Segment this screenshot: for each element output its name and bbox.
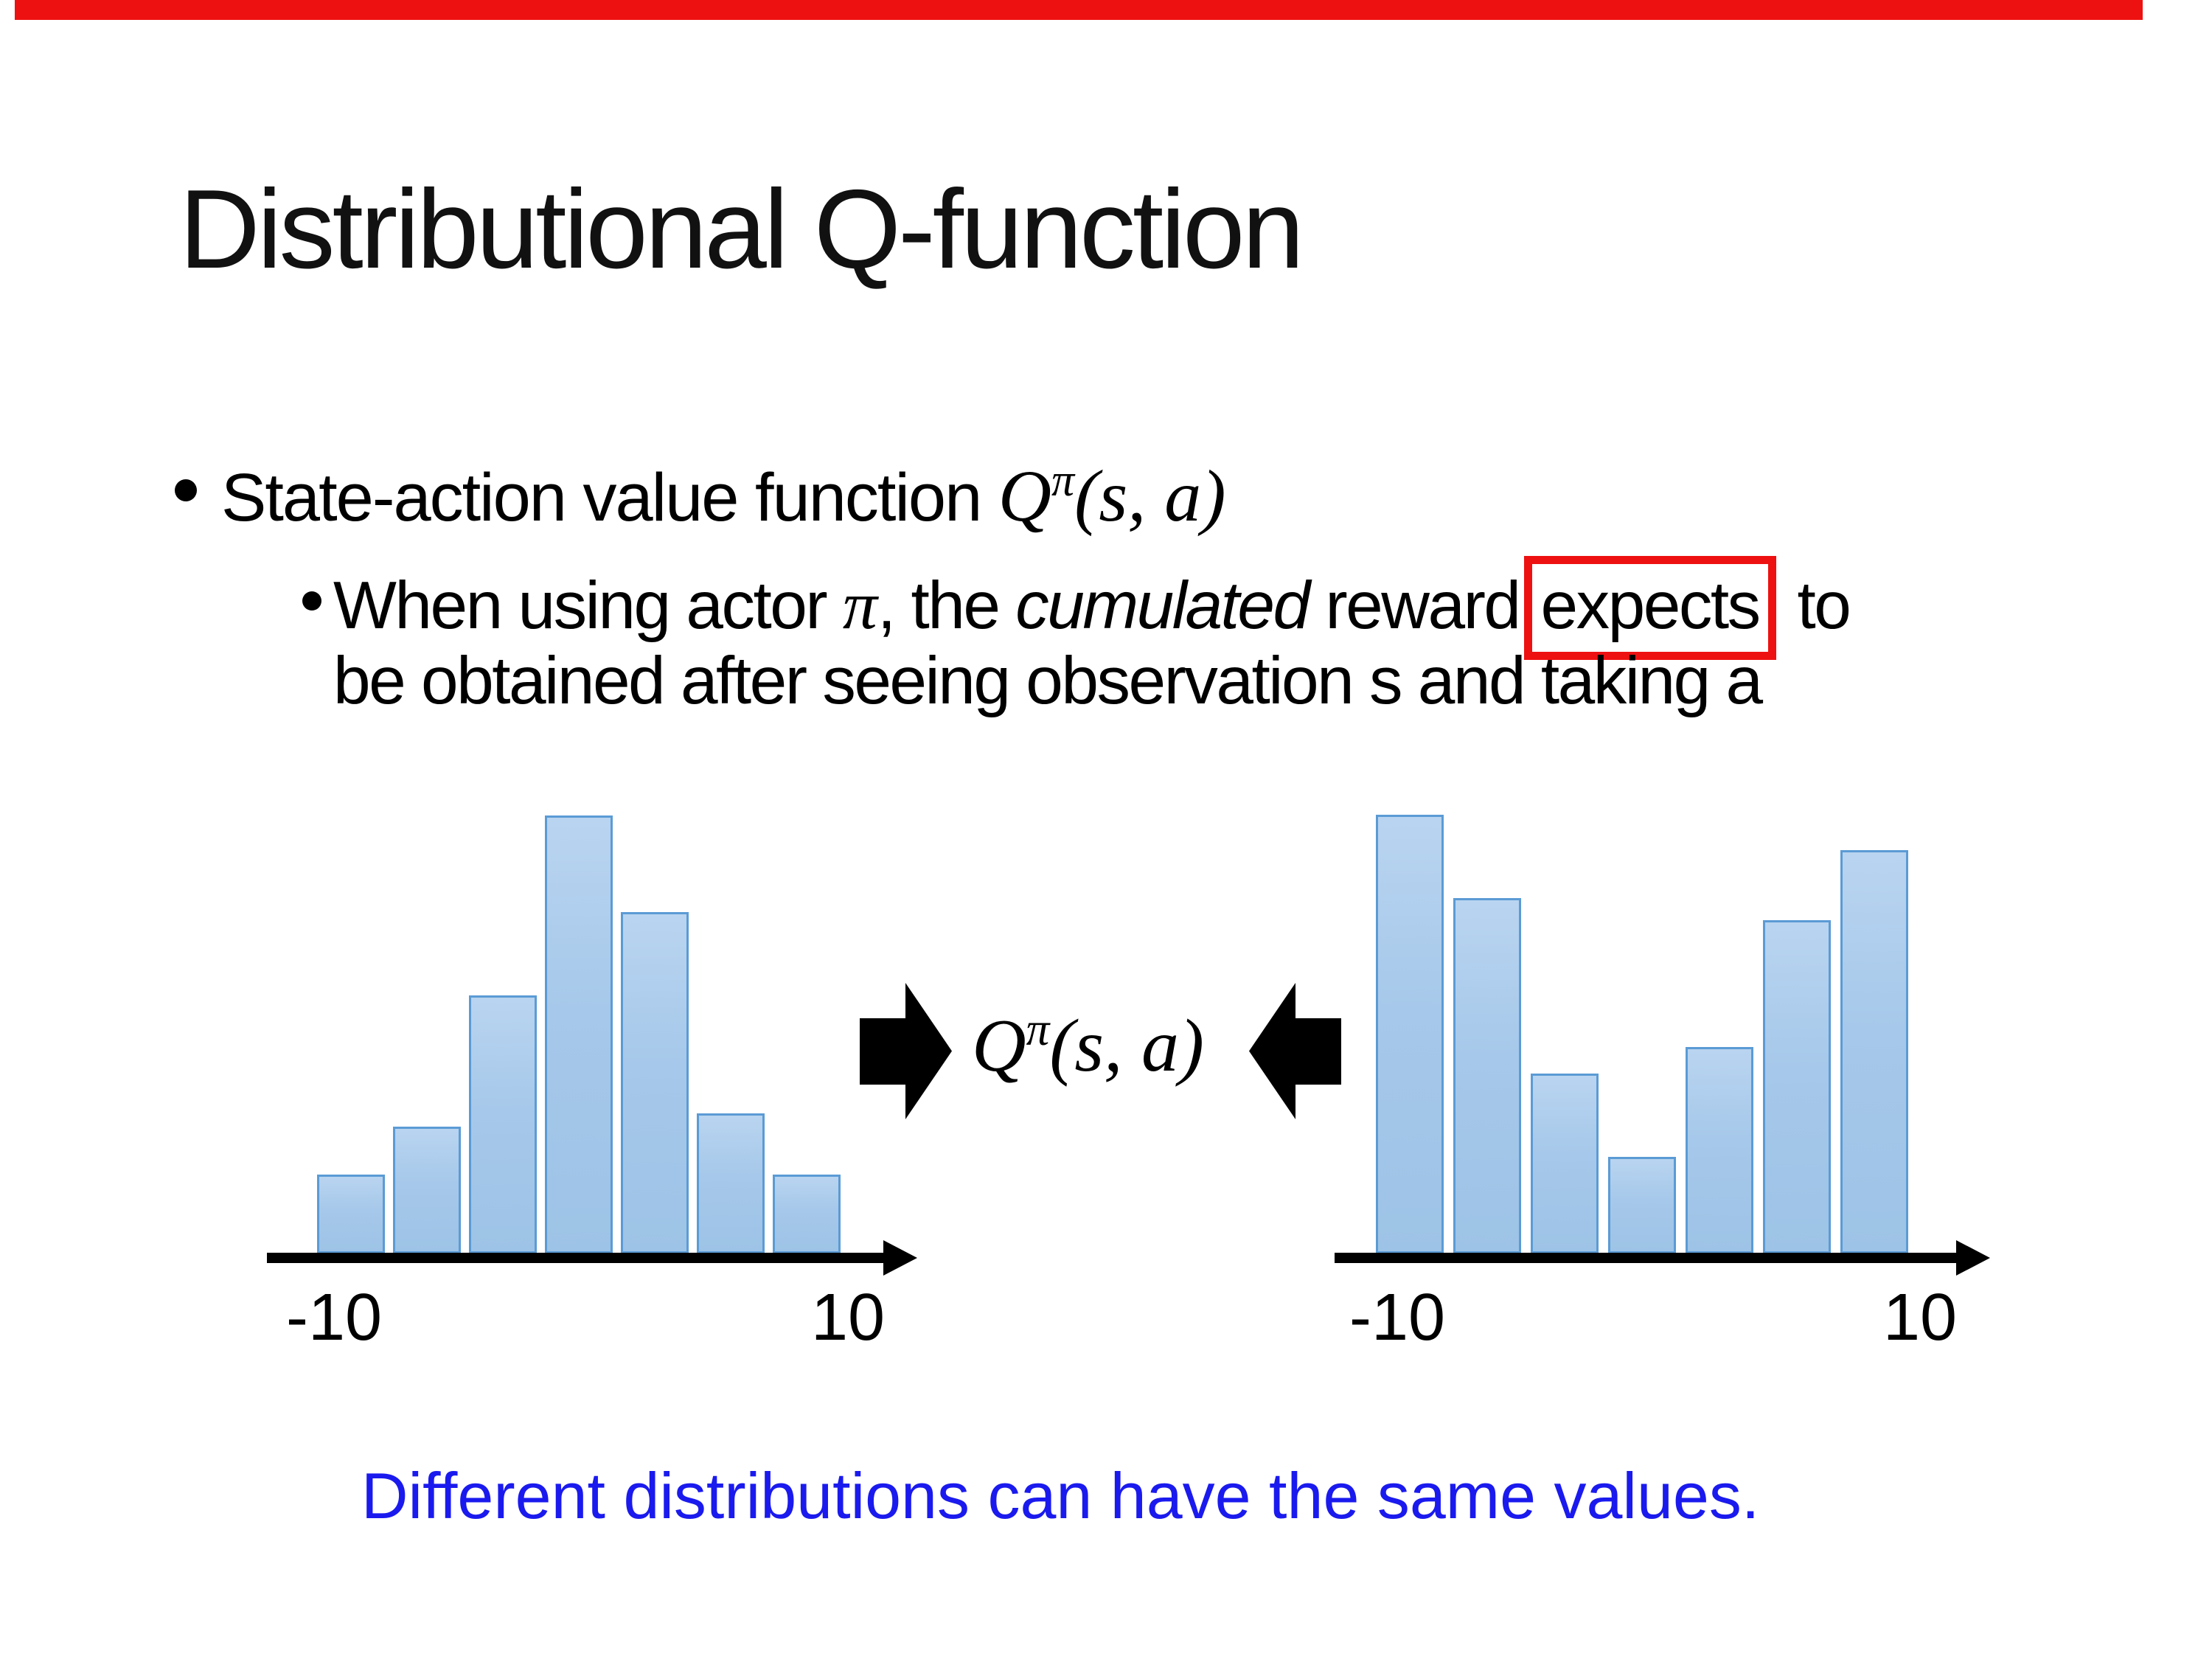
formula-args: (s, a) bbox=[1074, 455, 1226, 537]
x-axis-left bbox=[267, 1253, 883, 1263]
sub-text-pre: When using actor bbox=[333, 568, 843, 643]
histogram-bar bbox=[1686, 1047, 1753, 1253]
cumulated-italic: cumulated bbox=[1015, 568, 1310, 643]
histogram-bar bbox=[545, 815, 613, 1253]
arrow-left-icon bbox=[1249, 983, 1341, 1119]
histogram-bar bbox=[697, 1113, 765, 1253]
histogram-bar bbox=[1376, 815, 1444, 1253]
histogram-right bbox=[1376, 815, 1910, 1253]
histogram-bar bbox=[621, 912, 689, 1253]
x-axis-right-arrowhead-icon bbox=[1956, 1240, 1990, 1276]
histogram-bar bbox=[1608, 1157, 1676, 1253]
bullet-dot-level1 bbox=[175, 479, 197, 501]
center-formula-base: Q bbox=[972, 1004, 1026, 1088]
left-axis-max-label: 10 bbox=[811, 1281, 886, 1354]
bullet-level1: State-action value function Qπ(s, a) bbox=[221, 456, 1226, 537]
page-title: Distributional Q-function bbox=[179, 167, 1304, 292]
histogram-bar bbox=[469, 995, 537, 1253]
x-axis-left-arrowhead-icon bbox=[883, 1240, 917, 1276]
histogram-bar bbox=[1763, 920, 1831, 1253]
histogram-left bbox=[317, 815, 848, 1253]
expects-red-box: expects bbox=[1523, 556, 1776, 660]
q-function-formula: Qπ(s, a) bbox=[998, 455, 1226, 537]
formula-base: Q bbox=[998, 455, 1052, 537]
formula-superscript-pi: π bbox=[1051, 455, 1075, 506]
right-axis-max-label: 10 bbox=[1883, 1281, 1958, 1354]
arrow-right-icon bbox=[860, 983, 952, 1119]
bottom-caption: Different distributions can have the sam… bbox=[361, 1459, 1760, 1532]
histogram-bar bbox=[1840, 850, 1908, 1253]
center-formula-args: (s, a) bbox=[1049, 1004, 1204, 1088]
block-arrows bbox=[860, 983, 1341, 1119]
sub-bullet-line2: be obtained after seeing observation s a… bbox=[333, 644, 1763, 718]
histogram-bar bbox=[1453, 898, 1521, 1253]
left-axis-min-label: -10 bbox=[286, 1281, 383, 1354]
bullet1-text: State-action value function bbox=[221, 460, 998, 535]
sub-bullet-line1: When using actor π, the cumulated reward… bbox=[333, 556, 1851, 660]
top-red-progress-bar bbox=[15, 0, 2143, 20]
histogram-bar bbox=[317, 1175, 385, 1253]
center-q-formula: Qπ(s, a) bbox=[972, 1006, 1204, 1084]
pi-symbol: π bbox=[842, 567, 877, 644]
right-axis-min-label: -10 bbox=[1349, 1281, 1446, 1354]
sub-text-reward: reward bbox=[1308, 568, 1521, 643]
histogram-bar bbox=[773, 1175, 841, 1253]
sub-text-mid: , the bbox=[877, 568, 1016, 643]
center-formula-superscript-pi: π bbox=[1026, 1004, 1050, 1056]
histogram-bar bbox=[1531, 1074, 1599, 1253]
x-axis-right bbox=[1335, 1253, 1956, 1263]
histogram-bar bbox=[393, 1127, 461, 1253]
sub-text-tail: to bbox=[1780, 568, 1851, 643]
bullet-dot-level2 bbox=[302, 591, 321, 611]
